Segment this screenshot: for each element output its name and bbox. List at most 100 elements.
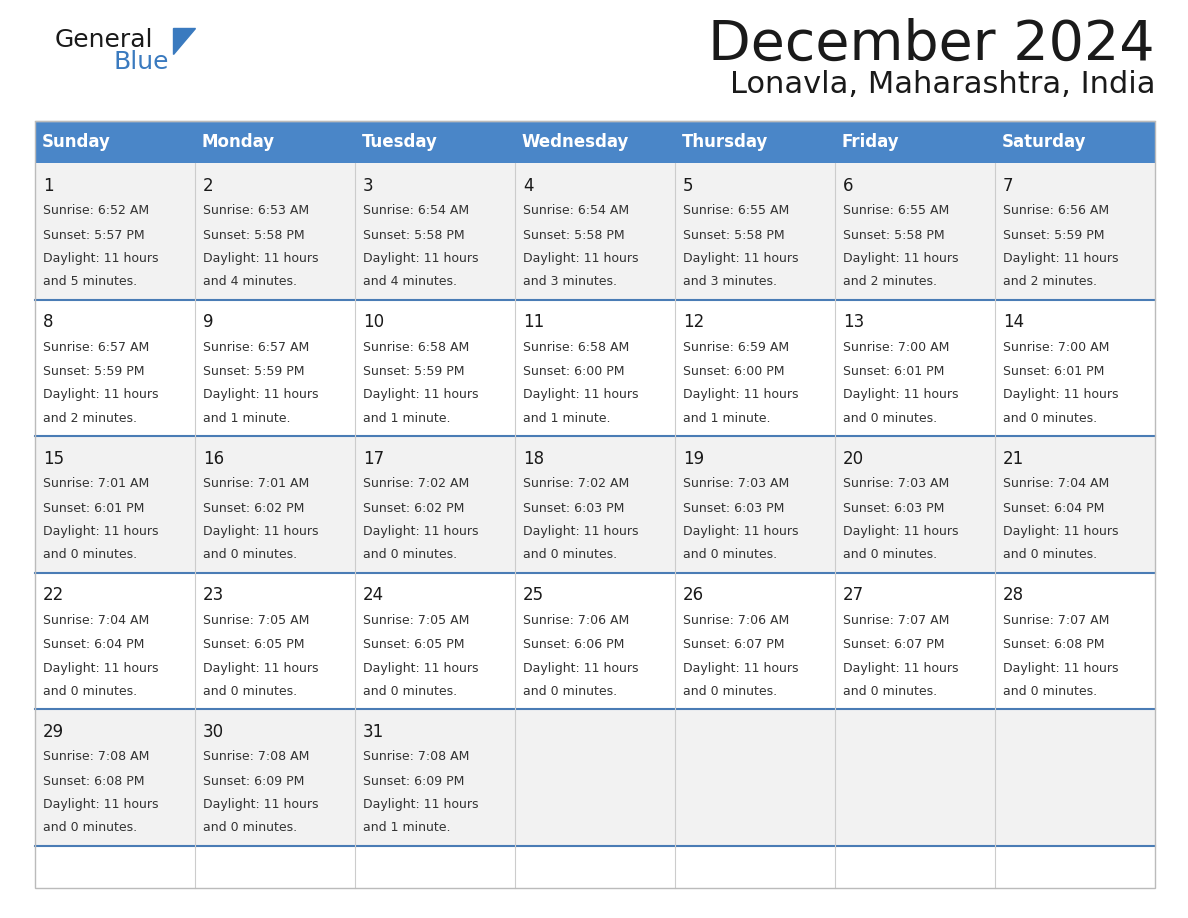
- Text: Daylight: 11 hours: Daylight: 11 hours: [683, 388, 798, 401]
- Text: and 1 minute.: and 1 minute.: [523, 411, 611, 425]
- Text: Daylight: 11 hours: Daylight: 11 hours: [43, 388, 158, 401]
- Text: Blue: Blue: [113, 50, 169, 74]
- Text: 24: 24: [364, 587, 384, 604]
- Text: 14: 14: [1003, 313, 1024, 331]
- Text: 8: 8: [43, 313, 53, 331]
- Bar: [34, 436, 1155, 573]
- Text: 18: 18: [523, 450, 544, 468]
- Text: Daylight: 11 hours: Daylight: 11 hours: [683, 662, 798, 675]
- Bar: [34, 163, 1155, 299]
- Text: Sunrise: 6:52 AM: Sunrise: 6:52 AM: [43, 204, 150, 217]
- Text: and 2 minutes.: and 2 minutes.: [843, 275, 937, 288]
- Text: 29: 29: [43, 723, 64, 741]
- Text: 5: 5: [683, 176, 694, 195]
- Text: Sunset: 6:01 PM: Sunset: 6:01 PM: [43, 502, 145, 515]
- Text: Saturday: Saturday: [1001, 133, 1086, 151]
- Text: Sunrise: 6:57 AM: Sunrise: 6:57 AM: [43, 341, 150, 353]
- Text: and 0 minutes.: and 0 minutes.: [1003, 411, 1098, 425]
- Text: and 0 minutes.: and 0 minutes.: [1003, 548, 1098, 561]
- Text: 6: 6: [843, 176, 853, 195]
- Text: Daylight: 11 hours: Daylight: 11 hours: [364, 252, 479, 264]
- Text: Friday: Friday: [841, 133, 899, 151]
- Text: Daylight: 11 hours: Daylight: 11 hours: [843, 252, 959, 264]
- Text: Daylight: 11 hours: Daylight: 11 hours: [43, 525, 158, 538]
- Text: Daylight: 11 hours: Daylight: 11 hours: [843, 388, 959, 401]
- Text: 15: 15: [43, 450, 64, 468]
- Bar: [34, 299, 1155, 436]
- Text: Sunrise: 7:07 AM: Sunrise: 7:07 AM: [843, 614, 949, 627]
- Text: Sunrise: 7:08 AM: Sunrise: 7:08 AM: [364, 750, 469, 764]
- Text: Sunrise: 7:05 AM: Sunrise: 7:05 AM: [203, 614, 309, 627]
- Text: and 0 minutes.: and 0 minutes.: [523, 548, 617, 561]
- Text: Sunrise: 7:03 AM: Sunrise: 7:03 AM: [683, 477, 789, 490]
- Text: Sunrise: 7:08 AM: Sunrise: 7:08 AM: [43, 750, 150, 764]
- Text: Daylight: 11 hours: Daylight: 11 hours: [43, 252, 158, 264]
- Text: Daylight: 11 hours: Daylight: 11 hours: [203, 662, 318, 675]
- Polygon shape: [173, 28, 195, 54]
- Text: Sunday: Sunday: [42, 133, 110, 151]
- Text: and 1 minute.: and 1 minute.: [364, 822, 450, 834]
- Bar: [34, 573, 1155, 710]
- Text: 20: 20: [843, 450, 864, 468]
- Text: Daylight: 11 hours: Daylight: 11 hours: [843, 525, 959, 538]
- Text: and 2 minutes.: and 2 minutes.: [43, 411, 137, 425]
- Text: and 0 minutes.: and 0 minutes.: [523, 685, 617, 698]
- Text: 9: 9: [203, 313, 214, 331]
- Text: Daylight: 11 hours: Daylight: 11 hours: [683, 252, 798, 264]
- Text: Sunset: 5:58 PM: Sunset: 5:58 PM: [843, 229, 944, 241]
- Text: 10: 10: [364, 313, 384, 331]
- Text: Wednesday: Wednesday: [522, 133, 628, 151]
- Text: 28: 28: [1003, 587, 1024, 604]
- Text: Sunset: 6:07 PM: Sunset: 6:07 PM: [843, 638, 944, 652]
- Text: 12: 12: [683, 313, 704, 331]
- Text: Sunset: 5:58 PM: Sunset: 5:58 PM: [523, 229, 625, 241]
- Text: Sunrise: 6:58 AM: Sunrise: 6:58 AM: [364, 341, 469, 353]
- Text: Daylight: 11 hours: Daylight: 11 hours: [203, 388, 318, 401]
- Text: 22: 22: [43, 587, 64, 604]
- Text: 25: 25: [523, 587, 544, 604]
- Text: and 0 minutes.: and 0 minutes.: [203, 685, 297, 698]
- Text: and 0 minutes.: and 0 minutes.: [364, 548, 457, 561]
- Text: 19: 19: [683, 450, 704, 468]
- Text: Daylight: 11 hours: Daylight: 11 hours: [1003, 252, 1118, 264]
- Text: 1: 1: [43, 176, 53, 195]
- Text: 11: 11: [523, 313, 544, 331]
- Text: 2: 2: [203, 176, 214, 195]
- Text: Sunset: 6:03 PM: Sunset: 6:03 PM: [843, 502, 944, 515]
- Text: Sunrise: 7:04 AM: Sunrise: 7:04 AM: [43, 614, 150, 627]
- Text: and 0 minutes.: and 0 minutes.: [1003, 685, 1098, 698]
- Text: Sunset: 6:03 PM: Sunset: 6:03 PM: [523, 502, 625, 515]
- Text: Sunrise: 7:02 AM: Sunrise: 7:02 AM: [364, 477, 469, 490]
- Text: Daylight: 11 hours: Daylight: 11 hours: [203, 252, 318, 264]
- Text: Daylight: 11 hours: Daylight: 11 hours: [203, 798, 318, 812]
- Text: Sunset: 6:01 PM: Sunset: 6:01 PM: [843, 365, 944, 378]
- Text: Sunset: 5:59 PM: Sunset: 5:59 PM: [1003, 229, 1105, 241]
- Text: Sunset: 6:02 PM: Sunset: 6:02 PM: [364, 502, 465, 515]
- Text: Sunrise: 6:57 AM: Sunrise: 6:57 AM: [203, 341, 309, 353]
- Text: Sunrise: 7:06 AM: Sunrise: 7:06 AM: [523, 614, 630, 627]
- Text: Sunrise: 7:02 AM: Sunrise: 7:02 AM: [523, 477, 630, 490]
- Text: Daylight: 11 hours: Daylight: 11 hours: [1003, 662, 1118, 675]
- Text: and 0 minutes.: and 0 minutes.: [203, 548, 297, 561]
- Text: and 0 minutes.: and 0 minutes.: [843, 548, 937, 561]
- Text: Sunset: 6:09 PM: Sunset: 6:09 PM: [364, 775, 465, 788]
- Text: 26: 26: [683, 587, 704, 604]
- Text: Thursday: Thursday: [682, 133, 767, 151]
- Text: Sunrise: 7:05 AM: Sunrise: 7:05 AM: [364, 614, 469, 627]
- Text: Daylight: 11 hours: Daylight: 11 hours: [523, 662, 638, 675]
- Text: 13: 13: [843, 313, 864, 331]
- Bar: [34, 710, 1155, 846]
- Bar: [34, 121, 1155, 888]
- Text: 3: 3: [364, 176, 373, 195]
- Text: and 0 minutes.: and 0 minutes.: [843, 411, 937, 425]
- Text: Sunset: 6:05 PM: Sunset: 6:05 PM: [364, 638, 465, 652]
- Text: Daylight: 11 hours: Daylight: 11 hours: [203, 525, 318, 538]
- Text: Tuesday: Tuesday: [361, 133, 437, 151]
- Text: 23: 23: [203, 587, 225, 604]
- Text: and 1 minute.: and 1 minute.: [203, 411, 291, 425]
- Text: 21: 21: [1003, 450, 1024, 468]
- Bar: [34, 121, 1155, 163]
- Text: 27: 27: [843, 587, 864, 604]
- Text: and 4 minutes.: and 4 minutes.: [203, 275, 297, 288]
- Text: and 3 minutes.: and 3 minutes.: [523, 275, 617, 288]
